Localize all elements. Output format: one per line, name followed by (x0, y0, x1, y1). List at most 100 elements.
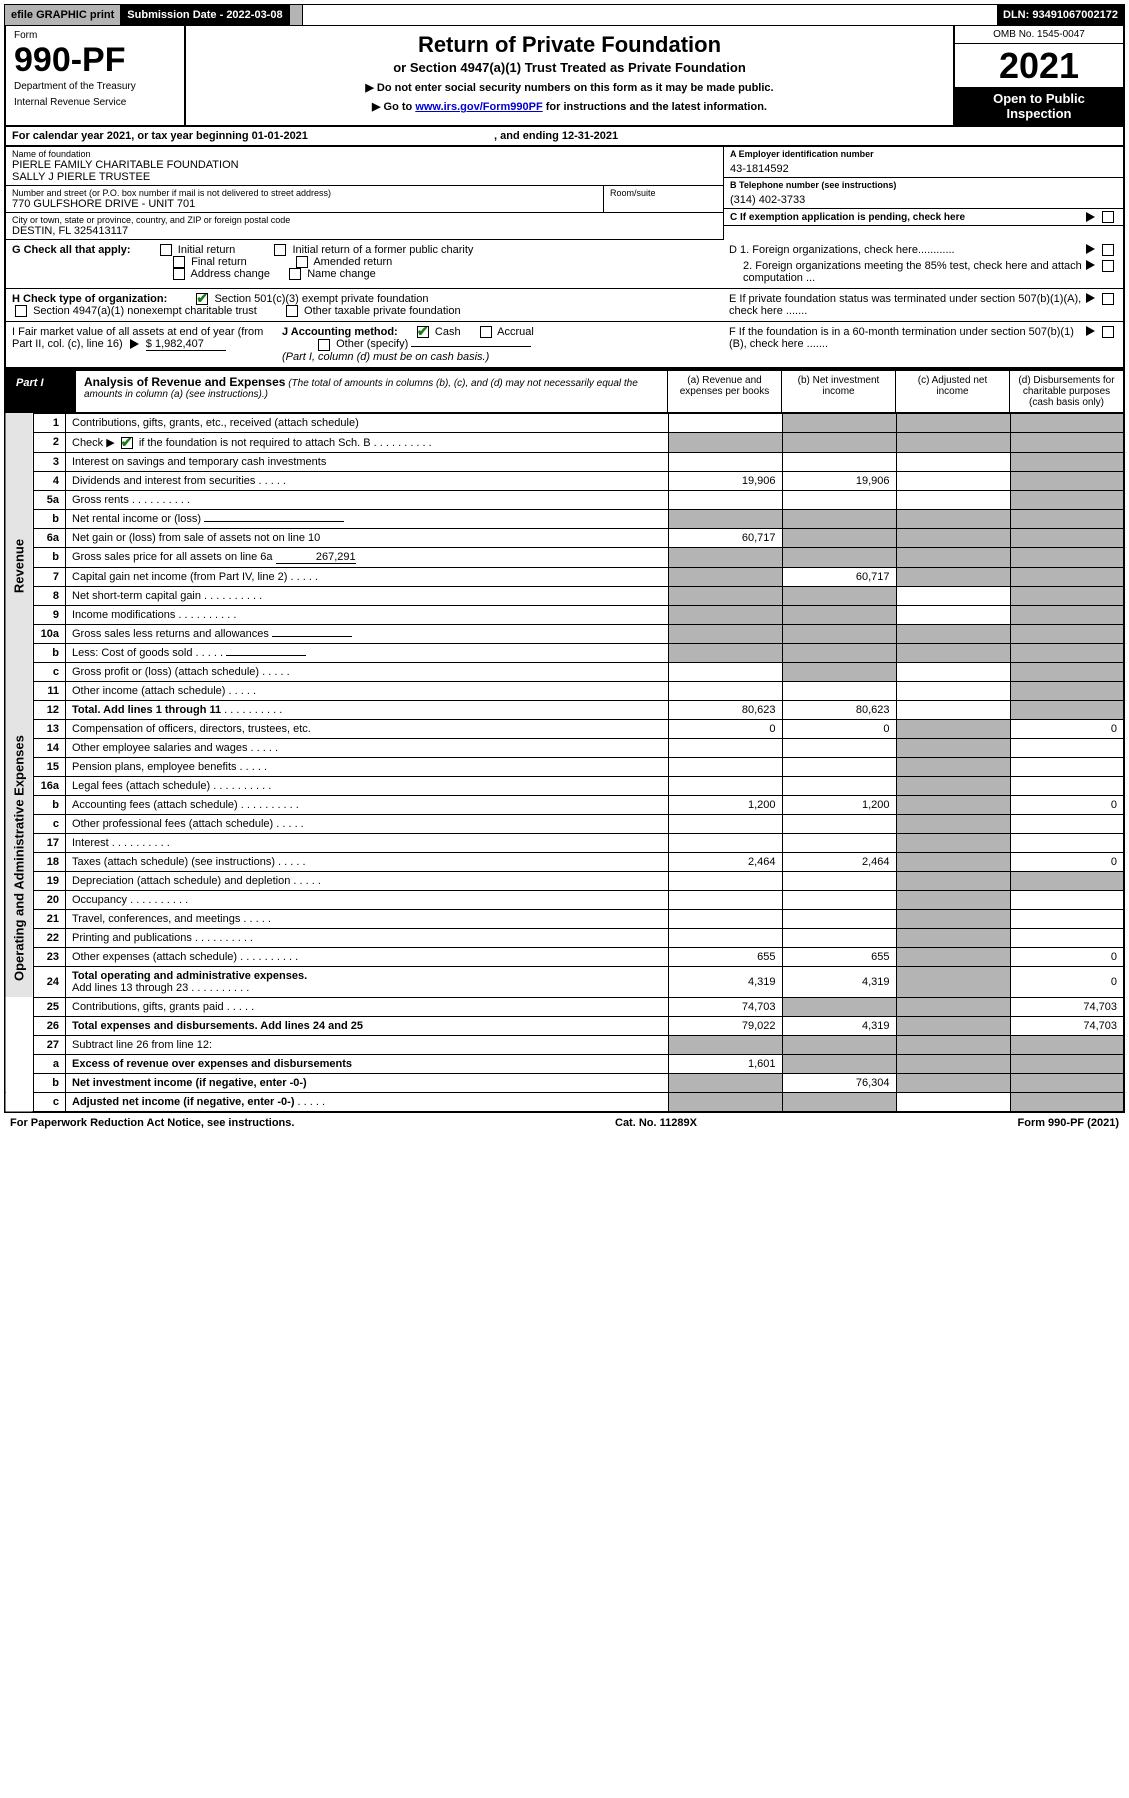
g-address-change-checkbox[interactable] (173, 268, 185, 280)
sch-b-checkbox[interactable] (121, 437, 133, 449)
table-row: bNet investment income (if negative, ent… (5, 1073, 1124, 1092)
city-label: City or town, state or province, country… (12, 215, 717, 225)
foundation-name-1: PIERLE FAMILY CHARITABLE FOUNDATION (12, 159, 717, 171)
omb-number: OMB No. 1545-0047 (955, 26, 1123, 44)
table-row: 17Interest (5, 833, 1124, 852)
table-row: bGross sales price for all assets on lin… (5, 547, 1124, 567)
exemption-pending-checkbox[interactable] (1102, 211, 1114, 223)
footer-mid: Cat. No. 11289X (615, 1117, 697, 1129)
d1-label: D 1. Foreign organizations, check here..… (729, 244, 1082, 256)
dept-irs: Internal Revenue Service (14, 97, 176, 109)
fmv-value: $ 1,982,407 (146, 338, 226, 351)
arrow-icon (1086, 260, 1095, 270)
table-row: cOther professional fees (attach schedul… (5, 814, 1124, 833)
table-row: 18Taxes (attach schedule) (see instructi… (5, 852, 1124, 871)
table-row: Operating and Administrative Expenses 13… (5, 719, 1124, 738)
f-checkbox[interactable] (1102, 326, 1114, 338)
form-header: Form 990-PF Department of the Treasury I… (4, 26, 1125, 127)
form-subtitle: or Section 4947(a)(1) Trust Treated as P… (194, 60, 945, 75)
col-b-header: (b) Net investment income (781, 371, 895, 412)
table-row: 9Income modifications (5, 605, 1124, 624)
dept-treasury: Department of the Treasury (14, 81, 176, 93)
j-other-checkbox[interactable] (318, 339, 330, 351)
table-row: 15Pension plans, employee benefits (5, 757, 1124, 776)
table-row: bLess: Cost of goods sold (5, 643, 1124, 662)
table-row: 21Travel, conferences, and meetings (5, 909, 1124, 928)
ein-label: A Employer identification number (730, 149, 1117, 159)
table-row: 11Other income (attach schedule) (5, 681, 1124, 700)
table-row: 25Contributions, gifts, grants paid74,70… (5, 997, 1124, 1016)
table-row: 3Interest on savings and temporary cash … (5, 452, 1124, 471)
open-to-public: Open to Public Inspection (955, 87, 1123, 125)
footer-right: Form 990-PF (2021) (1018, 1117, 1119, 1129)
d1-checkbox[interactable] (1102, 244, 1114, 256)
table-row: bNet rental income or (loss) (5, 509, 1124, 528)
g-amended-checkbox[interactable] (296, 256, 308, 268)
efile-label: efile GRAPHIC print (5, 5, 121, 25)
table-row: cGross profit or (loss) (attach schedule… (5, 662, 1124, 681)
form-note-link: ▶ Go to www.irs.gov/Form990PF for instru… (194, 100, 945, 113)
room-label: Room/suite (610, 188, 717, 198)
j-accrual-checkbox[interactable] (480, 326, 492, 338)
tax-year: 2021 (955, 44, 1123, 87)
part1-title: Analysis of Revenue and Expenses (84, 375, 285, 389)
city-state-zip: DESTIN, FL 325413117 (12, 225, 717, 237)
h-501c3-checkbox[interactable] (196, 293, 208, 305)
revenue-side-label: Revenue (5, 413, 34, 719)
part1-table: Revenue 1 Contributions, gifts, grants, … (4, 413, 1125, 1113)
form-note-ssn: ▶ Do not enter social security numbers o… (194, 81, 945, 94)
table-row: 20Occupancy (5, 890, 1124, 909)
g-final-return-checkbox[interactable] (173, 256, 185, 268)
d2-label: 2. Foreign organizations meeting the 85%… (729, 260, 1082, 284)
name-label: Name of foundation (12, 149, 717, 159)
footer-left: For Paperwork Reduction Act Notice, see … (10, 1117, 294, 1129)
form-title: Return of Private Foundation (194, 32, 945, 58)
d2-checkbox[interactable] (1102, 260, 1114, 272)
table-row: 27Subtract line 26 from line 12: (5, 1035, 1124, 1054)
table-row: 10aGross sales less returns and allowanc… (5, 624, 1124, 643)
table-row: 8Net short-term capital gain (5, 586, 1124, 605)
table-row: 26Total expenses and disbursements. Add … (5, 1016, 1124, 1035)
arrow-icon (1086, 326, 1095, 336)
part1-header: Part I Analysis of Revenue and Expenses … (4, 369, 1125, 413)
j-label: J Accounting method: (282, 326, 398, 338)
submission-spacer (290, 5, 303, 25)
submission-date: Submission Date - 2022-03-08 (121, 5, 289, 25)
form-label: Form (14, 30, 176, 41)
foundation-name-2: SALLY J PIERLE TRUSTEE (12, 171, 717, 183)
table-row: 24Total operating and administrative exp… (5, 966, 1124, 997)
irs-link[interactable]: www.irs.gov/Form990PF (415, 101, 542, 113)
col-d-header: (d) Disbursements for charitable purpose… (1009, 371, 1123, 412)
col-a-header: (a) Revenue and expenses per books (667, 371, 781, 412)
e-label: E If private foundation status was termi… (729, 293, 1082, 317)
g-label: G Check all that apply: (12, 244, 131, 256)
ein-value: 43-1814592 (730, 163, 1117, 175)
arrow-icon (130, 339, 139, 349)
g-initial-former-checkbox[interactable] (274, 244, 286, 256)
h-other-taxable-checkbox[interactable] (286, 305, 298, 317)
g-name-change-checkbox[interactable] (289, 268, 301, 280)
f-label: F If the foundation is in a 60-month ter… (729, 326, 1082, 350)
g-initial-return-checkbox[interactable] (160, 244, 172, 256)
table-row: 7Capital gain net income (from Part IV, … (5, 567, 1124, 586)
j-cash-checkbox[interactable] (417, 326, 429, 338)
table-row: 2 Check ▶ if the foundation is not requi… (5, 432, 1124, 452)
addr-label: Number and street (or P.O. box number if… (12, 188, 597, 198)
table-row: aExcess of revenue over expenses and dis… (5, 1054, 1124, 1073)
arrow-icon (1086, 293, 1095, 303)
form-number: 990-PF (14, 43, 176, 77)
e-checkbox[interactable] (1102, 293, 1114, 305)
table-row: cAdjusted net income (if negative, enter… (5, 1092, 1124, 1112)
exemption-pending-label: C If exemption application is pending, c… (730, 212, 1082, 223)
table-row: 22Printing and publications (5, 928, 1124, 947)
table-row: 19Depreciation (attach schedule) and dep… (5, 871, 1124, 890)
table-row: bAccounting fees (attach schedule)1,2001… (5, 795, 1124, 814)
h-label: H Check type of organization: (12, 293, 167, 305)
phone-label: B Telephone number (see instructions) (730, 180, 1117, 190)
dln: DLN: 93491067002172 (997, 5, 1124, 25)
h-4947-checkbox[interactable] (15, 305, 27, 317)
table-row: 5aGross rents (5, 490, 1124, 509)
check-section: G Check all that apply: Initial return I… (4, 240, 1125, 368)
part1-label: Part I (6, 371, 76, 412)
street-address: 770 GULFSHORE DRIVE - UNIT 701 (12, 198, 597, 210)
